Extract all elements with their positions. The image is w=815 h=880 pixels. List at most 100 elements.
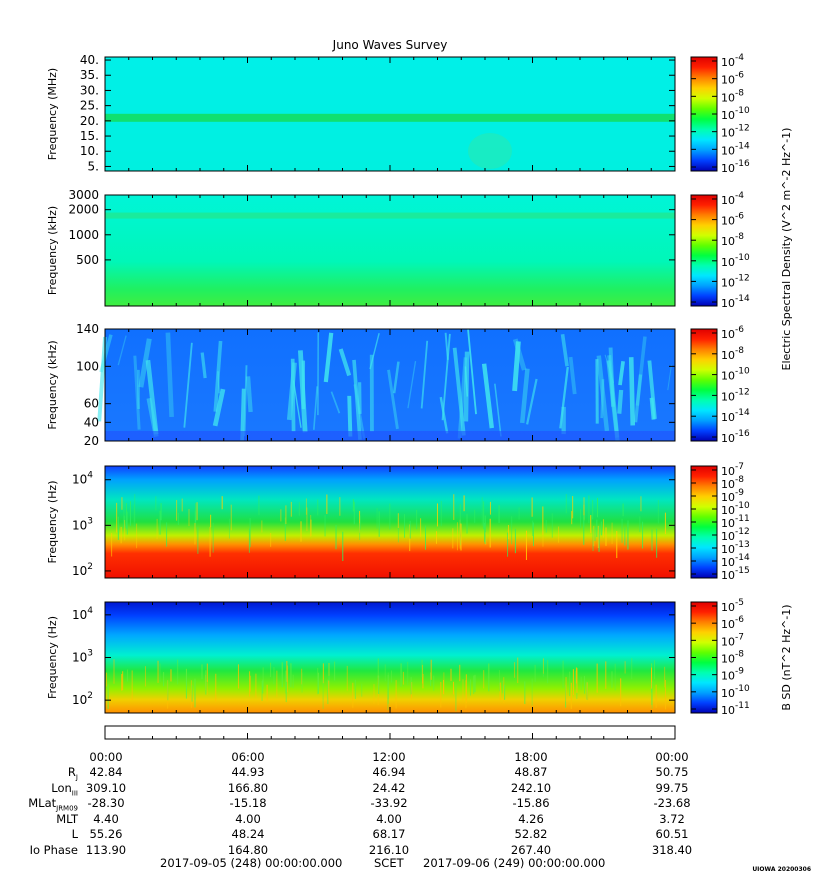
colorbar-tick-label: 10-14 [721, 408, 750, 424]
ephemeris-row-label: L [71, 827, 78, 841]
emission-band [105, 212, 675, 219]
colorbar-tick-label: 10-12 [721, 273, 750, 289]
colorbar-tick-label: 10-14 [721, 294, 750, 310]
emission-streak [165, 332, 174, 418]
emission-patch [468, 133, 512, 169]
emission-streak [133, 355, 141, 430]
ephemeris-row-label: Io Phase [29, 842, 78, 857]
y-tick-label: 104 [72, 471, 93, 487]
emission-streak [286, 362, 297, 421]
ephemeris-value: -33.92 [370, 796, 408, 810]
colorbar-tick-label: 10-6 [721, 212, 744, 228]
emission-streak [352, 359, 362, 440]
ephemeris-value: 164.80 [227, 842, 269, 857]
ephemeris-value: 166.80 [227, 780, 269, 795]
y-tick-label: 140 [76, 322, 99, 336]
ephemeris-value: 318.40 [651, 842, 693, 857]
ephemeris-value: 267.40 [510, 842, 552, 857]
time-label: 00:00 [89, 750, 123, 764]
y-axis-label: Frequency (MHz) [46, 68, 59, 160]
ephemeris-value: 113.90 [85, 842, 127, 857]
emission-streak [444, 332, 449, 360]
emission-streak [560, 333, 569, 367]
y-tick-label: 104 [72, 606, 93, 622]
y-tick-label: 40 [84, 415, 99, 429]
ephemeris-value: 309.10 [85, 780, 127, 795]
emission-streak [338, 348, 352, 377]
y-tick-label: 3000 [68, 188, 99, 202]
y-tick-label: 102 [72, 691, 93, 707]
emission-streak [146, 397, 159, 438]
colorbar-tick-label: 10-8 [721, 88, 744, 104]
panel-1: 40.35.30. 25.20.15.10.5. Frequency (MHz) 10… [46, 53, 750, 175]
y-tick-label: 500 [76, 253, 99, 267]
emission-streak [330, 391, 341, 414]
emission-streak [99, 334, 113, 373]
emission-streak [392, 361, 400, 394]
emission-streak [457, 357, 468, 439]
y-axis-label: Frequency (Hz) [46, 616, 59, 699]
ephemeris-value: 60.51 [655, 827, 689, 841]
time-label: 06:00 [231, 750, 265, 764]
ephemeris-value: 68.17 [372, 827, 406, 841]
emission-streak [452, 347, 466, 436]
y-tick-label: 2000 [68, 203, 99, 217]
colorbar [690, 328, 718, 442]
time-label: 12:00 [372, 750, 406, 764]
emission-streak [667, 364, 672, 391]
emission-streak [608, 347, 615, 407]
colorbar-tick-label: 10-5 [721, 598, 744, 614]
ephemeris-row-label: MLT [56, 811, 78, 826]
emission-streak [347, 395, 353, 437]
colorbar-tick-label: 10-12 [721, 387, 750, 403]
emission-streak [323, 332, 334, 383]
ephemeris-value: -23.68 [653, 796, 691, 810]
y-tick-label: 10. [80, 144, 99, 158]
emission-streak [519, 368, 530, 424]
chart-title: Juno Waves Survey [332, 38, 448, 52]
time-label: 18:00 [514, 750, 548, 764]
ephemeris-value: 46.94 [372, 765, 406, 779]
ephemeris-value: 4.40 [93, 811, 119, 826]
emission-streak [600, 379, 605, 419]
emission-streak [439, 396, 449, 434]
ephemeris-value: 3.72 [659, 811, 685, 826]
emission-streak [420, 340, 429, 409]
y-tick-label: 20. [80, 114, 99, 128]
emission-streak [292, 380, 302, 428]
emission-streak [568, 356, 577, 395]
y-tick-label: 100 [76, 359, 99, 373]
emission-streak [596, 355, 610, 432]
emission-streak [512, 341, 521, 392]
ephemeris-row-label: RJ [67, 765, 78, 782]
ephemeris-value: 48.24 [231, 827, 265, 841]
y-tick-label: 30. [80, 83, 99, 97]
colorbar-tick-label: 10-8 [721, 650, 744, 666]
colorbar-label: Electric Spectral Density (V^2 m^-2 Hz^-… [780, 128, 793, 371]
ephemeris-value: 50.75 [655, 765, 689, 779]
colorbar-tick-label: 10-10 [721, 684, 750, 700]
colorbar-tick-label: 10-11 [721, 701, 750, 717]
y-tick-label: 103 [72, 649, 93, 665]
colorbar-tick-label: 10-4 [721, 191, 744, 207]
heatmap-background [105, 329, 675, 441]
colorbar-tick-label: 10-10 [721, 106, 750, 122]
emission-streak [353, 384, 366, 439]
emission-streak [243, 365, 248, 437]
ephemeris-value: -28.30 [87, 796, 125, 810]
emission-streak [604, 354, 615, 384]
emission-streak [494, 383, 502, 437]
ephemeris-value: 52.82 [514, 827, 548, 841]
y-tick-label: 5. [88, 159, 99, 173]
heatmap-background [105, 602, 675, 713]
ephemeris-value: 242.10 [510, 780, 552, 795]
emission-streak [387, 369, 399, 430]
emission-streak [183, 342, 193, 428]
colorbar-tick-label: 10-6 [721, 325, 744, 341]
colorbar-tick-label: 10-8 [721, 232, 744, 248]
ephemeris-value: 24.42 [372, 780, 406, 795]
colorbar-tick-label: 10-4 [721, 53, 744, 69]
